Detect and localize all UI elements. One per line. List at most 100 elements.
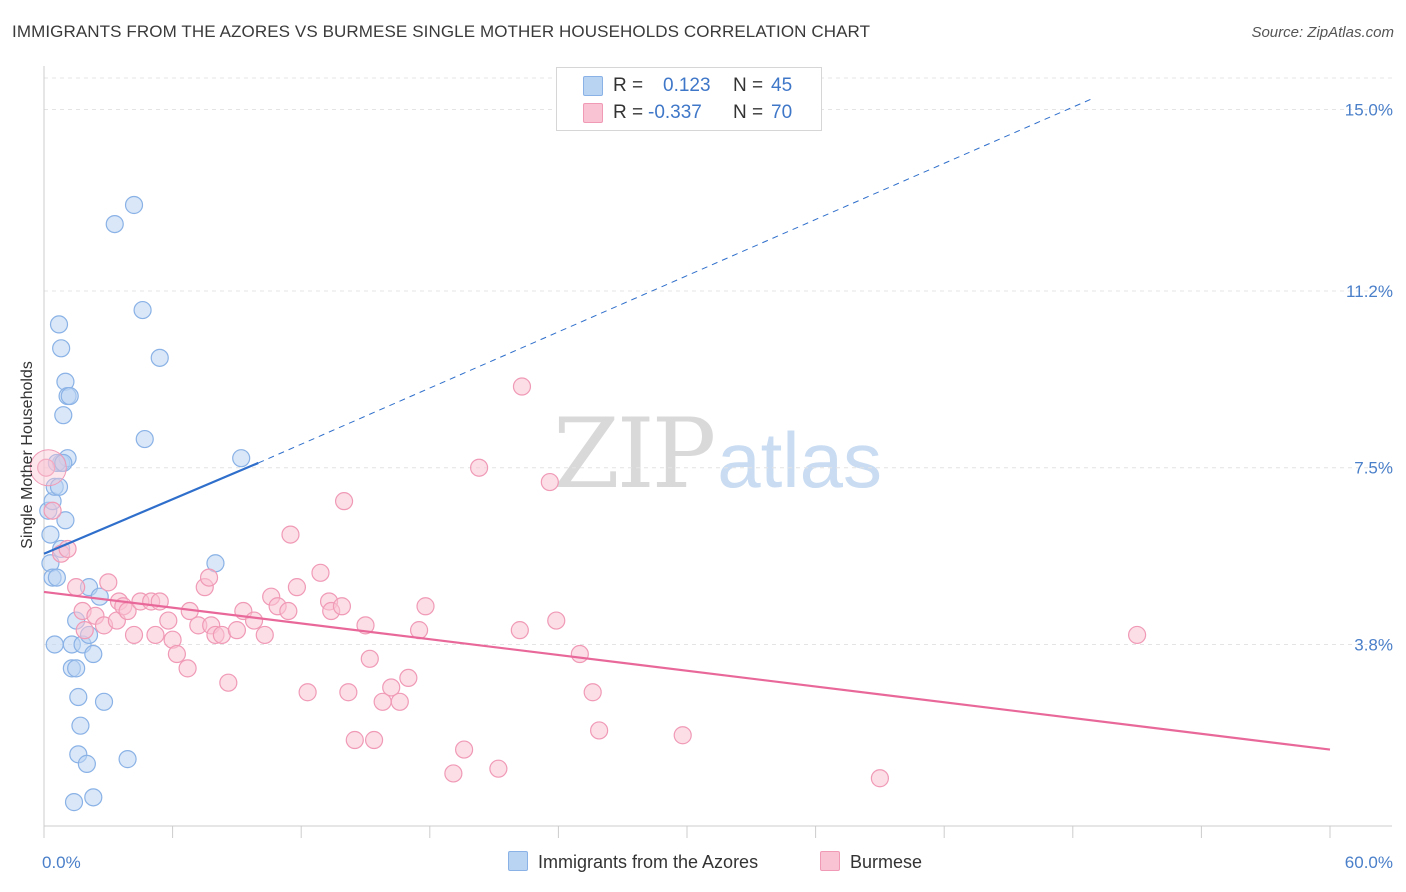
burmese-point [583,683,602,702]
azores-point [94,692,114,711]
burmese-point [364,730,384,750]
azores-point [41,525,60,544]
burmese-point [360,649,379,668]
x-tick-label-max: 60.0% [1344,853,1393,872]
burmese-point [444,764,463,783]
burmese-point [75,621,94,640]
azores-point [124,195,144,215]
watermark-atlas: atlas [717,416,882,504]
y-tick-label: 7.5% [1354,459,1393,478]
legend-n-label: N = [733,75,764,96]
azores-point [60,386,79,406]
burmese-point [178,659,197,678]
burmese-point [870,769,890,788]
burmese-point [255,625,274,645]
azores-point [45,635,64,654]
burmese-point [339,683,358,702]
burmese-point [399,668,418,688]
azores-point [71,716,90,735]
y-tick-label: 11.2% [1346,282,1393,301]
burmese-point [1127,625,1147,645]
legend-swatch-azores [583,76,603,96]
azores-point [49,315,69,334]
watermark-zip: ZIP [553,398,716,510]
burmese-point [244,611,264,630]
burmese-point [512,377,532,396]
burmese-point [489,759,508,778]
burmese-point [510,621,529,640]
burmese-point [37,458,56,477]
bottom-legend-azores: Immigrants from the Azores [508,851,758,873]
bottom-legend-swatch-azores [508,851,528,871]
azores-point [69,687,88,707]
burmese-point [469,458,489,477]
burmese-point [124,625,144,645]
burmese-point [334,492,354,511]
legend-n-value: 45 [771,75,793,96]
burmese-point [99,573,118,592]
bottom-legend-label-azores: Immigrants from the Azores [538,852,759,872]
y-tick-label: 3.8% [1354,635,1393,654]
burmese-point [199,568,219,587]
burmese-point [356,616,375,635]
azores-point [84,788,103,807]
burmese-point [311,563,330,582]
burmese-point [227,621,246,640]
chart-title: IMMIGRANTS FROM THE AZORES VS BURMESE SI… [12,22,871,41]
legend-r-value: 0.123 [663,75,711,96]
burmese-trend-line [43,590,1331,751]
bottom-legend-label-burmese: Burmese [850,852,923,872]
azores-point [52,339,71,358]
legend-r-label: R = [613,75,644,96]
burmese-point [146,625,165,645]
burmese-point [287,578,307,597]
legend-n-value: 70 [771,102,793,123]
burmese-point [159,611,178,630]
burmese-point [332,597,352,616]
azores-point [105,214,124,234]
burmese-point [29,449,67,487]
burmese-point [540,472,559,492]
azores-point [135,429,154,449]
burmese-point [590,721,609,740]
burmese-point [281,525,300,544]
burmese-point [416,597,435,616]
azores-point [49,477,69,496]
burmese-point [570,644,589,664]
legend-r-value: -0.337 [648,102,702,123]
x-tick-label-min: 0.0% [42,853,81,872]
watermark: ZIPatlas [553,398,882,510]
burmese-point [390,692,409,711]
y-tick-label: 15.0% [1345,100,1393,119]
burmese-point [298,683,317,702]
bottom-legend-burmese: Burmese [820,851,922,873]
burmese-point [43,501,62,520]
azores-point [118,750,137,769]
azores-point [77,754,96,773]
source-label: Source: ZipAtlas.com [1251,24,1394,41]
azores-point [232,449,251,468]
azores-point [84,644,103,664]
burmese-point [67,578,86,597]
azores-point [133,300,152,320]
burmese-point [345,730,364,750]
burmese-point [382,678,401,697]
legend-swatch-burmese [583,103,603,123]
azores-trend-dashed [258,98,1091,464]
stats-legend: R = 0.123 N = 45 R = -0.337 N = 70 [556,67,822,131]
azores-point [47,568,66,587]
azores-point [64,793,84,812]
burmese-point [219,673,238,692]
burmese-point [212,625,231,645]
azores-point [67,659,86,678]
azores-point [56,511,75,530]
legend-n-label: N = [733,102,764,123]
azores-point [150,348,169,367]
burmese-point [279,601,298,621]
bottom-legend-swatch-burmese [820,851,840,871]
y-axis-label: Single Mother Households [19,361,36,549]
burmese-point [454,740,474,759]
azores-point [54,406,73,425]
azores-point [54,453,73,473]
